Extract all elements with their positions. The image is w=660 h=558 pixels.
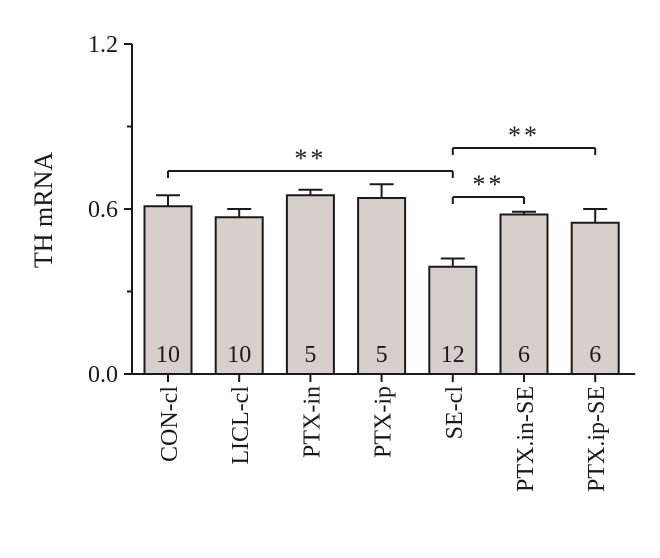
category-label: PTX-in [299, 386, 325, 458]
category-label: LICL-cl [228, 386, 254, 465]
bars-layer: 10 CON-cl 10 LICL-cl 5 PTX-in 5 PTX-ip 12 SE-cl 6 P… [143, 183, 620, 492]
sample-size-label: 6 [518, 342, 530, 368]
category-label: PTX.in-SE [513, 386, 539, 492]
sample-size-label: 6 [589, 342, 601, 368]
sample-size-label: 5 [304, 342, 316, 368]
significance-label: ** [294, 144, 326, 173]
bar [143, 205, 193, 375]
category-label: SE-cl [442, 386, 468, 440]
y-tick-label: 1.2 [88, 32, 118, 58]
significance-label: ** [472, 170, 504, 199]
sample-size-label: 10 [156, 342, 180, 368]
category-label: PTX.ip-SE [584, 386, 610, 492]
significance-label: ** [508, 121, 540, 150]
category-label: CON-cl [157, 386, 183, 462]
axes-layer: 0.0 0.6 1.2 [88, 32, 636, 388]
sample-size-label: 12 [441, 342, 465, 368]
bar [570, 221, 620, 375]
sample-size-label: 10 [227, 342, 251, 368]
bar [499, 213, 549, 375]
significance-layer: ****** [167, 121, 597, 204]
category-label: PTX-ip [371, 386, 397, 458]
y-tick-label: 0.6 [88, 197, 118, 223]
y-tick-label: 0.0 [88, 362, 118, 388]
sample-size-label: 5 [376, 342, 388, 368]
y-axis-title: TH mRNA [29, 152, 58, 269]
